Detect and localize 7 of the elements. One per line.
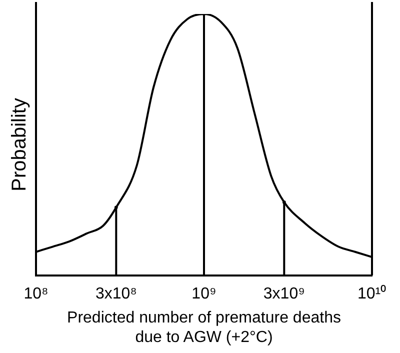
x-tick-label: 3x10⁸ (95, 285, 137, 302)
x-tick-label: 10⁸ (24, 285, 48, 302)
x-axis-title: Predicted number of premature deaths due to AGW (+2°C) (67, 310, 341, 346)
x-tick-label: 10¹⁰ (357, 284, 387, 302)
x-tick-label: 3x10⁹ (263, 285, 305, 302)
y-axis-title: Probability (8, 98, 31, 192)
x-tick-label: 10⁹ (192, 285, 216, 302)
